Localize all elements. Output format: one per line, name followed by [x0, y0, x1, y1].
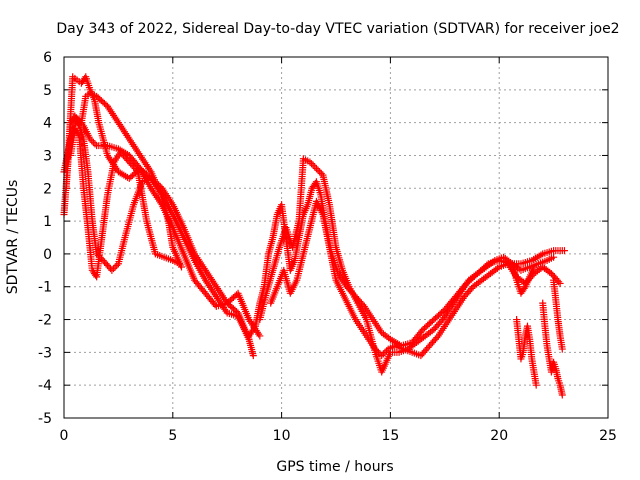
data-point [94, 252, 102, 260]
data-point [154, 183, 162, 191]
data-point [433, 334, 441, 342]
data-point [378, 352, 386, 360]
data-point [314, 166, 322, 174]
data-point [256, 332, 264, 340]
plot-frame [63, 56, 609, 419]
data-point [249, 352, 257, 360]
data-points [60, 73, 568, 399]
x-tick-label: 5 [168, 428, 177, 444]
data-point [468, 284, 476, 292]
data-point [558, 345, 566, 353]
x-tick-label: 20 [490, 428, 508, 444]
y-tick-label: 3 [43, 148, 52, 164]
data-point [373, 347, 381, 355]
data-point [558, 391, 566, 399]
y-tick-label: 5 [43, 83, 52, 99]
data-point [437, 317, 445, 325]
data-point [86, 135, 94, 143]
data-point [91, 140, 99, 148]
data-point [556, 279, 564, 287]
data-point [312, 165, 320, 173]
data-point [111, 263, 119, 271]
data-point [96, 253, 104, 261]
x-axis-label: GPS time / hours [276, 459, 393, 475]
y-tick-label: -2 [38, 313, 52, 329]
data-point [133, 166, 141, 174]
data-point [308, 160, 316, 168]
data-point [530, 263, 538, 271]
y-tick-label: -4 [38, 378, 52, 394]
data-point [98, 255, 106, 263]
y-tick-label: 4 [43, 116, 52, 132]
y-tick-label: 1 [43, 214, 52, 230]
data-point [89, 138, 97, 146]
data-point [560, 247, 568, 255]
data-point [381, 348, 389, 356]
y-tick-label: 0 [43, 247, 52, 263]
y-tick-label: -1 [38, 280, 52, 296]
data-point [93, 250, 101, 258]
data-point [550, 253, 558, 261]
data-point [309, 161, 317, 169]
tick-layer: -5 -4 -3 -2 -1 0 1 2 3 4 5 6 0 5 10 15 20 25 [38, 50, 617, 444]
x-tick-label: 15 [381, 428, 399, 444]
grid-layer [64, 57, 608, 418]
data-point [532, 381, 540, 389]
x-tick-label: 25 [599, 428, 617, 444]
data-point [88, 137, 96, 145]
x-tick-label: 0 [60, 428, 69, 444]
data-point [317, 170, 325, 178]
chart-title: Day 343 of 2022, Sidereal Day-to-day VTE… [56, 21, 619, 37]
y-tick-label: -5 [38, 411, 52, 427]
y-axis-label: SDTVAR / TECUs [5, 180, 21, 295]
y-tick-label: 6 [43, 50, 52, 66]
data-point [374, 348, 382, 356]
data-point [113, 261, 121, 269]
y-tick-label: 2 [43, 181, 52, 197]
x-tick-label: 10 [273, 428, 291, 444]
data-point [371, 345, 379, 353]
data-point [178, 263, 186, 271]
data-point [108, 266, 116, 274]
data-point [383, 347, 391, 355]
data-point [311, 163, 319, 171]
data-point [110, 265, 118, 273]
data-point [306, 158, 314, 166]
data-point [379, 350, 387, 358]
data-point [520, 284, 528, 292]
y-tick-label: -3 [38, 345, 52, 361]
data-point [316, 168, 324, 176]
